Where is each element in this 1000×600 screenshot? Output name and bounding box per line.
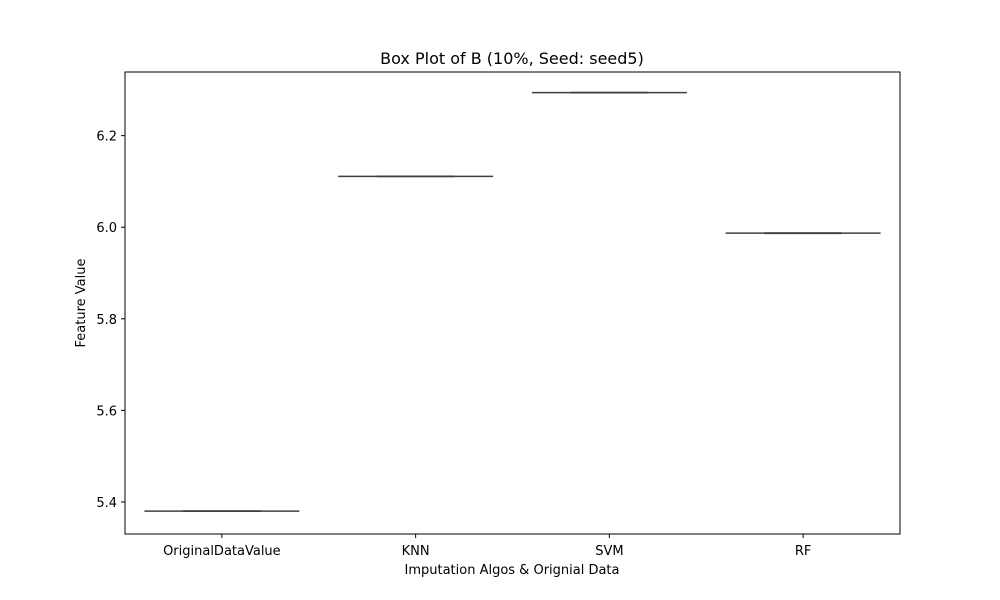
y-axis: 5.4 5.6 5.8 6.0 6.2 <box>96 130 125 511</box>
plot-frame <box>124 71 901 535</box>
x-axis: OriginalDataValue KNN SVM RF <box>163 534 811 559</box>
y-tick-label: 6.0 <box>96 221 117 236</box>
y-tick-label: 5.4 <box>96 496 117 511</box>
x-axis-label: Imputation Algos & Orignial Data <box>404 563 619 578</box>
x-tick-label: KNN <box>402 544 430 559</box>
x-tick-label: OriginalDataValue <box>163 544 281 559</box>
y-tick-label: 5.8 <box>96 313 117 328</box>
y-tick-label: 5.6 <box>96 404 117 419</box>
y-axis-label: Feature Value <box>74 259 89 348</box>
y-tick-label: 6.2 <box>96 130 117 145</box>
x-tick-label: SVM <box>595 544 623 559</box>
chart-title: Box Plot of B (10%, Seed: seed5) <box>380 49 644 68</box>
x-tick-label: RF <box>795 544 812 559</box>
plot-area <box>144 91 881 513</box>
